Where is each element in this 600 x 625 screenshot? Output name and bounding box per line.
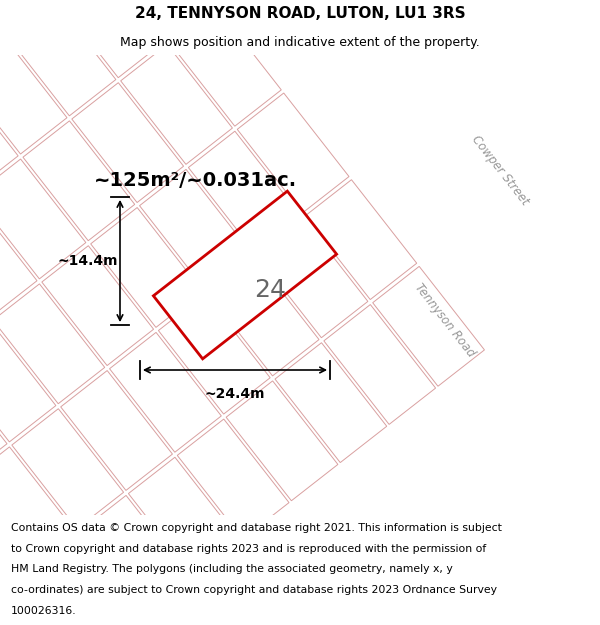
Polygon shape: [80, 496, 191, 615]
Polygon shape: [0, 447, 75, 567]
Polygon shape: [12, 409, 124, 529]
Polygon shape: [31, 534, 142, 625]
Polygon shape: [158, 294, 270, 414]
Polygon shape: [154, 191, 337, 359]
Polygon shape: [226, 381, 338, 501]
Polygon shape: [0, 72, 18, 192]
Text: ~125m²/~0.031ac.: ~125m²/~0.031ac.: [94, 171, 296, 189]
Text: Map shows position and indicative extent of the property.: Map shows position and indicative extent…: [120, 36, 480, 49]
Text: 100026316.: 100026316.: [11, 606, 76, 616]
Text: 24, TENNYSON ROAD, LUTON, LU1 3RS: 24, TENNYSON ROAD, LUTON, LU1 3RS: [134, 6, 466, 21]
Polygon shape: [0, 360, 7, 480]
Polygon shape: [0, 198, 37, 317]
Polygon shape: [0, 322, 56, 442]
Polygon shape: [4, 0, 116, 116]
Polygon shape: [177, 419, 289, 539]
Polygon shape: [23, 121, 135, 241]
Polygon shape: [102, 0, 214, 39]
Text: co-ordinates) are subject to Crown copyright and database rights 2023 Ordnance S: co-ordinates) are subject to Crown copyr…: [11, 586, 497, 596]
Polygon shape: [72, 82, 184, 202]
Polygon shape: [373, 266, 484, 386]
Text: ~14.4m: ~14.4m: [58, 254, 118, 268]
Polygon shape: [42, 246, 154, 366]
Polygon shape: [0, 0, 48, 29]
Polygon shape: [275, 342, 387, 462]
Text: HM Land Registry. The polygons (including the associated geometry, namely x, y: HM Land Registry. The polygons (includin…: [11, 564, 452, 574]
Polygon shape: [188, 131, 300, 251]
Polygon shape: [128, 458, 240, 577]
Polygon shape: [0, 34, 67, 154]
Text: to Crown copyright and database rights 2023 and is reproduced with the permissio: to Crown copyright and database rights 2…: [11, 544, 486, 554]
Polygon shape: [256, 218, 368, 338]
Polygon shape: [121, 44, 232, 164]
Polygon shape: [110, 332, 221, 452]
Text: Tennyson Road: Tennyson Road: [412, 281, 478, 359]
Polygon shape: [0, 159, 86, 279]
Polygon shape: [237, 93, 349, 213]
Polygon shape: [170, 6, 281, 126]
Polygon shape: [207, 256, 319, 376]
Text: ~24.4m: ~24.4m: [205, 387, 265, 401]
Polygon shape: [305, 180, 417, 299]
Polygon shape: [0, 572, 94, 625]
Polygon shape: [61, 371, 172, 491]
Text: Contains OS data © Crown copyright and database right 2021. This information is : Contains OS data © Crown copyright and d…: [11, 522, 502, 532]
Polygon shape: [0, 485, 26, 605]
Polygon shape: [0, 610, 45, 625]
Text: 24: 24: [254, 278, 286, 302]
Polygon shape: [0, 284, 105, 404]
Polygon shape: [91, 208, 202, 328]
Text: Cowper Street: Cowper Street: [469, 132, 531, 208]
Polygon shape: [53, 0, 165, 78]
Polygon shape: [140, 169, 251, 289]
Polygon shape: [324, 304, 436, 424]
